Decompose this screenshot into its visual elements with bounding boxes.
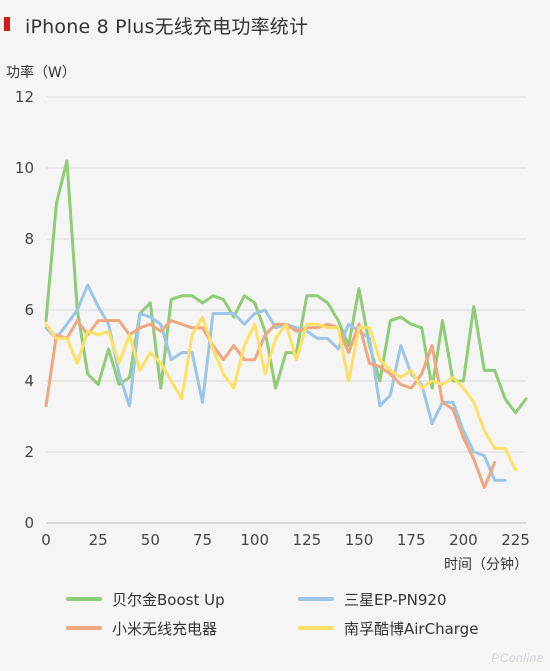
- legend-label-xiaomi: 小米无线充电器: [112, 619, 218, 638]
- series-line-xiaomi: [44, 319, 497, 489]
- chart-header: iPhone 8 Plus无线充电功率统计: [0, 0, 550, 56]
- legend-label-belkin: 贝尔金Boost Up: [112, 590, 225, 609]
- series-line-belkin: [44, 159, 528, 415]
- x-tick-label-0: 0: [41, 531, 51, 549]
- legend-label-samsung: 三星EP-PN920: [344, 590, 447, 609]
- x-tick-label-200: 200: [449, 531, 478, 549]
- legend-swatch-samsung: [298, 597, 334, 601]
- legend-item-samsung: 三星EP-PN920: [298, 588, 447, 610]
- x-tick-label-50: 50: [141, 531, 160, 549]
- y-tick-label-12: 12: [15, 88, 34, 106]
- y-tick-label-8: 8: [24, 230, 34, 248]
- series-line-samsung: [44, 283, 507, 482]
- series-line-nanfu: [44, 315, 518, 472]
- y-tick-label-10: 10: [15, 159, 34, 177]
- x-tick-label-125: 125: [293, 531, 322, 549]
- y-tick-label-4: 4: [24, 372, 34, 390]
- chart-title: iPhone 8 Plus无线充电功率统计: [25, 16, 309, 38]
- legend-item-xiaomi: 小米无线充电器: [66, 617, 217, 639]
- title-accent-bar: [4, 17, 10, 31]
- watermark-logo: PConline: [491, 651, 544, 665]
- x-tick-label-150: 150: [345, 531, 374, 549]
- legend-label-nanfu: 南孚酷博AirCharge: [344, 619, 479, 638]
- x-tick-label-225: 225: [501, 531, 530, 549]
- legend-swatch-belkin: [66, 597, 102, 601]
- legend-swatch-nanfu: [298, 626, 334, 630]
- y-tick-label-6: 6: [24, 301, 34, 319]
- x-tick-label-175: 175: [397, 531, 426, 549]
- x-tick-label-25: 25: [89, 531, 108, 549]
- legend-swatch-xiaomi: [66, 626, 102, 630]
- line-chart: 0 2 4 6 8 10 12 0 25 50 75 100 125 150 175 200 225 功率（W） 时…: [6, 64, 530, 573]
- y-axis-title: 功率（W）: [6, 64, 76, 81]
- chart-legend: 贝尔金Boost Up 三星EP-PN920 小米无线充电器 南孚酷博AirCh…: [0, 580, 550, 650]
- y-tick-label-0: 0: [24, 514, 34, 532]
- y-tick-label-2: 2: [24, 443, 34, 461]
- x-tick-label-100: 100: [240, 531, 269, 549]
- legend-item-nanfu: 南孚酷博AirCharge: [298, 617, 478, 639]
- legend-item-belkin: 贝尔金Boost Up: [66, 588, 225, 610]
- x-tick-label-75: 75: [193, 531, 212, 549]
- x-axis-title: 时间（分钟）: [444, 556, 528, 573]
